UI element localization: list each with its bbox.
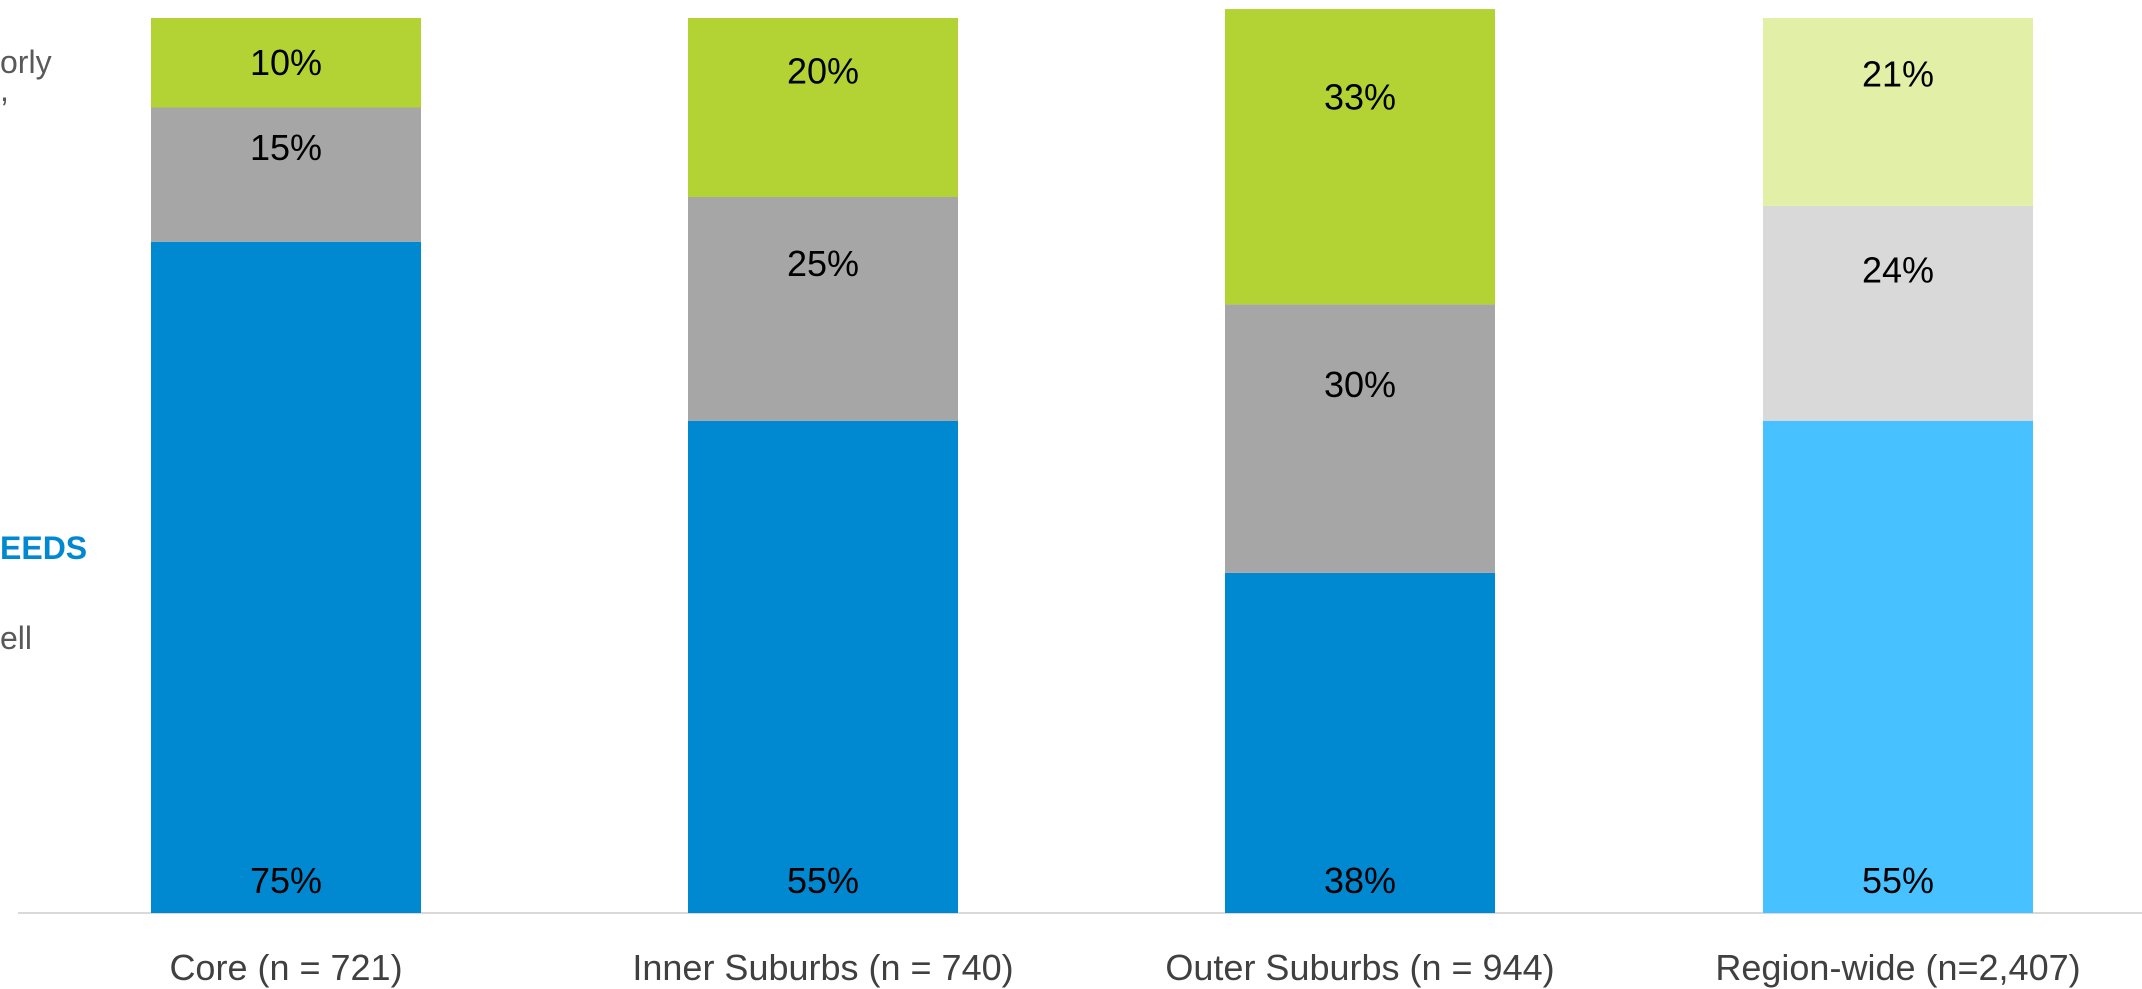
segment-label-1-4: 55% [1862,860,1934,901]
side-label-bottom: ell [0,620,33,656]
bars-group [151,9,2033,913]
category-label-3: Outer Suburbs (n = 944) [1165,947,1554,988]
bar-segment-2-4 [1763,205,2033,421]
bar-segment-3-4 [1763,18,2033,206]
bar-segment-1-4 [1763,420,2033,913]
segment-labels-group: 75% 15% 10% 55% 25% 20% 38% 30% 33% 55% 24% 21% [250,42,1934,901]
segment-label-3-2: 20% [787,51,859,92]
category-labels-group: Core (n = 721) Inner Suburbs (n = 740) Out… [169,947,2080,988]
bar-segment-3-1 [151,18,421,108]
category-label-4: Region-wide (n=2,407) [1715,947,2080,988]
segment-label-1-2: 55% [787,860,859,901]
bar-segment-1-3 [1225,572,1495,913]
segment-label-3-3: 33% [1324,77,1396,118]
segment-label-1-3: 38% [1324,860,1396,901]
segment-label-2-4: 24% [1862,249,1934,290]
category-label-2: Inner Suburbs (n = 740) [632,947,1013,988]
segment-label-3-4: 21% [1862,53,1934,94]
segment-label-2-3: 30% [1324,364,1396,405]
segment-label-3-1: 10% [250,42,322,83]
side-label-middle: EEDS [0,530,88,566]
bar-segment-3-2 [688,18,958,197]
segment-label-2-1: 15% [250,127,322,168]
bar-segment-1-2 [688,420,958,913]
segment-label-2-2: 25% [787,243,859,284]
bar-segment-3-3 [1225,9,1495,305]
bar-segment-2-1 [151,107,421,242]
bar-segment-1-1 [151,241,421,913]
side-label-top-tail: , [0,72,9,108]
bar-segment-2-2 [688,197,958,421]
side-label-top: orly [0,44,52,80]
segment-label-1-1: 75% [250,860,322,901]
bar-segment-2-3 [1225,304,1495,573]
category-label-1: Core (n = 721) [169,947,402,988]
